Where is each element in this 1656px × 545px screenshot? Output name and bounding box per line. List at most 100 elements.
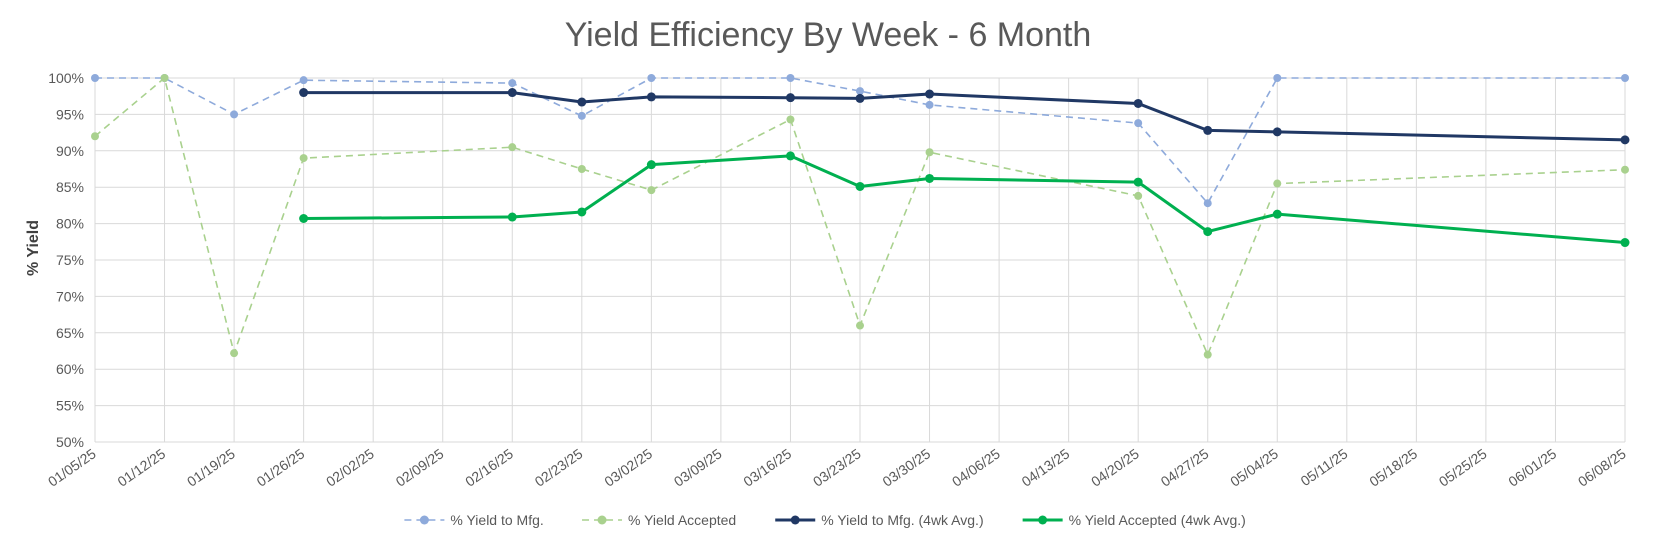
- series-layer: [91, 74, 1630, 359]
- data-point: [230, 349, 239, 358]
- legend-item: % Yield Accepted: [582, 512, 736, 528]
- data-point: [1272, 209, 1282, 219]
- legend-label: % Yield Accepted: [628, 512, 736, 528]
- y-tick-label: 80%: [56, 216, 84, 232]
- data-point: [925, 173, 935, 183]
- legend-swatch-marker: [419, 515, 429, 525]
- data-point: [1620, 238, 1630, 248]
- data-point: [577, 97, 587, 107]
- data-point: [646, 160, 656, 170]
- x-tick-label: 04/20/25: [1088, 445, 1142, 489]
- data-point: [91, 74, 99, 82]
- legend-item: % Yield to Mfg.: [404, 512, 544, 528]
- legend-swatch-marker: [1038, 515, 1048, 525]
- x-tick-label: 01/05/25: [45, 445, 99, 489]
- series-line: [95, 77, 1625, 204]
- legend: % Yield to Mfg. % Yield Accepted % Yield t…: [404, 512, 1246, 528]
- data-point: [508, 79, 517, 88]
- y-tick-label: 75%: [56, 252, 84, 268]
- data-point: [1621, 165, 1629, 174]
- x-tick-label: 04/27/25: [1158, 445, 1212, 489]
- series-2: [91, 74, 1629, 359]
- data-point: [1273, 179, 1282, 188]
- data-point: [299, 76, 308, 85]
- data-point: [230, 110, 239, 119]
- y-tick-label: 70%: [56, 288, 84, 304]
- y-tick-label: 60%: [56, 361, 84, 377]
- x-tick-label: 03/09/25: [671, 445, 725, 489]
- data-point: [785, 151, 795, 161]
- x-tick-label: 02/02/25: [323, 445, 377, 489]
- data-point: [855, 93, 865, 103]
- x-tick-label: 01/26/25: [254, 445, 308, 489]
- data-point: [925, 100, 934, 109]
- data-point: [507, 212, 517, 222]
- x-tick-label: 01/19/25: [184, 445, 238, 489]
- data-point: [508, 143, 517, 152]
- data-point: [160, 74, 169, 82]
- x-tick-label: 05/18/25: [1366, 445, 1420, 489]
- series-4: [299, 151, 1630, 248]
- x-tick-label: 02/09/25: [393, 445, 447, 489]
- data-point: [785, 93, 795, 103]
- series-line: [94, 77, 1626, 356]
- x-tick-label: 04/06/25: [949, 445, 1003, 489]
- legend-swatch-marker: [597, 515, 607, 525]
- data-point: [1273, 74, 1282, 82]
- data-point: [1203, 227, 1213, 237]
- data-point: [856, 321, 864, 330]
- data-point: [1203, 199, 1212, 208]
- y-tick-label: 55%: [56, 398, 84, 414]
- y-tick-label: 90%: [56, 143, 84, 159]
- y-tick-label: 65%: [56, 325, 84, 341]
- series-3: [299, 88, 1630, 145]
- grid-layer: 50% 55% 60% 65% 70% 75% 80% 85% 90% 95% 100% 01/05/…: [45, 70, 1629, 490]
- x-tick-label: 05/04/25: [1227, 445, 1281, 489]
- legend-label: % Yield to Mfg. (4wk Avg.): [821, 512, 983, 528]
- data-point: [855, 181, 865, 191]
- x-tick-label: 03/16/25: [740, 445, 794, 489]
- legend-item: % Yield Accepted (4wk Avg.): [1022, 512, 1246, 528]
- data-point: [1133, 98, 1143, 108]
- data-point: [925, 89, 935, 99]
- y-tick-label: 100%: [48, 70, 84, 86]
- data-point: [299, 154, 308, 163]
- data-point: [856, 87, 864, 96]
- data-point: [577, 207, 587, 217]
- data-point: [786, 115, 795, 124]
- x-tick-label: 06/08/25: [1575, 445, 1629, 489]
- data-point: [647, 186, 656, 195]
- legend-item: % Yield to Mfg. (4wk Avg.): [775, 512, 984, 528]
- x-tick-label: 02/16/25: [462, 445, 516, 489]
- data-point: [786, 74, 795, 82]
- x-tick-label: 05/11/25: [1298, 445, 1351, 489]
- y-tick-label: 85%: [56, 179, 84, 195]
- legend-swatch-marker: [790, 515, 800, 525]
- x-tick-label: 03/23/25: [810, 445, 864, 489]
- data-point: [299, 88, 309, 98]
- legend-label: % Yield Accepted (4wk Avg.): [1069, 512, 1246, 528]
- data-point: [91, 132, 99, 141]
- data-point: [1133, 177, 1143, 187]
- y-tick-label: 95%: [56, 106, 84, 122]
- x-tick-label: 05/25/25: [1436, 445, 1490, 489]
- data-point: [1621, 74, 1629, 82]
- data-point: [299, 214, 309, 224]
- x-tick-label: 03/30/25: [879, 445, 933, 489]
- y-axis-label: % Yield: [25, 220, 42, 276]
- data-point: [1203, 125, 1213, 135]
- data-point: [507, 88, 517, 98]
- x-tick-label: 03/02/25: [601, 445, 655, 489]
- data-point: [1134, 119, 1143, 128]
- data-point: [577, 111, 586, 120]
- x-tick-label: 01/12/25: [114, 445, 168, 489]
- data-point: [1134, 191, 1143, 200]
- series-line: [303, 91, 1626, 142]
- data-point: [1620, 135, 1630, 145]
- data-point: [1203, 350, 1212, 359]
- data-point: [646, 92, 656, 102]
- x-tick-label: 04/13/25: [1019, 445, 1073, 489]
- series-line: [303, 154, 1626, 244]
- data-point: [577, 165, 586, 173]
- data-point: [647, 74, 656, 82]
